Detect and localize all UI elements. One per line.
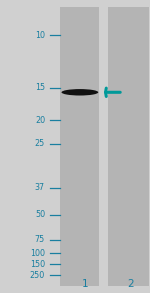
Text: 10: 10	[35, 31, 45, 40]
Text: 20: 20	[35, 116, 45, 125]
Text: 50: 50	[35, 210, 45, 219]
Ellipse shape	[61, 89, 98, 96]
Text: 25: 25	[35, 139, 45, 148]
Text: 100: 100	[30, 249, 45, 258]
Bar	[108, 7, 148, 286]
Text: 1: 1	[81, 280, 88, 289]
Text: 37: 37	[35, 183, 45, 192]
Text: 15: 15	[35, 84, 45, 92]
Text: 2: 2	[127, 280, 134, 289]
Text: 250: 250	[30, 271, 45, 280]
Text: 150: 150	[30, 260, 45, 269]
Bar	[60, 7, 99, 286]
Text: 75: 75	[35, 235, 45, 244]
